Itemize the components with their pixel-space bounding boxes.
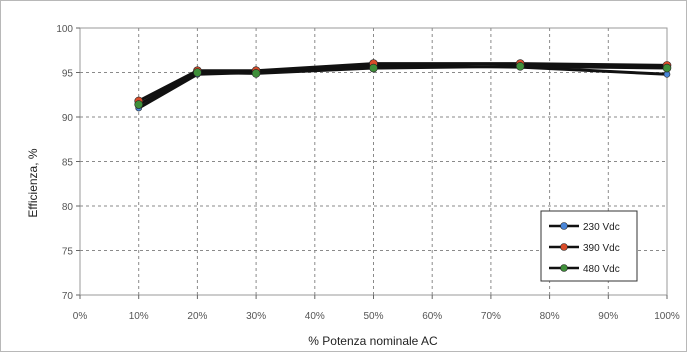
data-point (251, 69, 261, 78)
legend-swatch-marker (560, 222, 568, 230)
series-line-230-vdc (137, 63, 668, 110)
y-tick-label: 90 (62, 113, 74, 124)
y-tick-label: 95 (62, 69, 74, 80)
data-point (369, 63, 378, 73)
x-tick-label: 100% (654, 311, 680, 322)
x-tick-label: 10% (129, 311, 149, 322)
x-tick-label: 90% (598, 311, 618, 322)
y-tick-label: 100 (56, 24, 73, 35)
x-tick-label: 50% (363, 311, 383, 322)
data-point (193, 68, 202, 77)
data-point (134, 100, 143, 109)
x-tick-label: 60% (422, 311, 442, 322)
x-tick-label: 30% (246, 311, 266, 322)
x-tick-label: 80% (540, 311, 560, 322)
x-axis-title: % Potenza nominale AC (308, 334, 438, 348)
series-layer (134, 59, 672, 112)
y-tick-label: 85 (62, 158, 74, 169)
data-point (515, 61, 525, 71)
series-line-480-vdc (137, 64, 668, 106)
y-tick-label: 70 (62, 291, 74, 302)
legend-label: 390 Vdc (583, 243, 620, 254)
y-tick-label: 75 (62, 247, 74, 258)
data-point (662, 63, 672, 73)
x-tick-label: 40% (305, 311, 325, 322)
series-line-390-vdc (138, 62, 668, 103)
axis-layer: 0% 10% 20% 30% 40% 50% 60% 70% 80% 90% 100% 70 75 80 8… (56, 24, 680, 322)
legend-swatch-marker (560, 243, 568, 251)
x-tick-label: 20% (187, 311, 207, 322)
legend-label: 230 Vdc (583, 222, 620, 233)
legend: 230 Vdc 390 Vdc 480 Vdc (540, 210, 638, 282)
x-tick-label: 0% (73, 311, 88, 322)
x-tick-label: 70% (481, 311, 501, 322)
legend-label: 480 Vdc (583, 264, 620, 275)
y-axis-title: Efficienza, % (26, 148, 40, 217)
y-tick-label: 80 (62, 202, 74, 213)
legend-swatch-marker (560, 264, 568, 272)
